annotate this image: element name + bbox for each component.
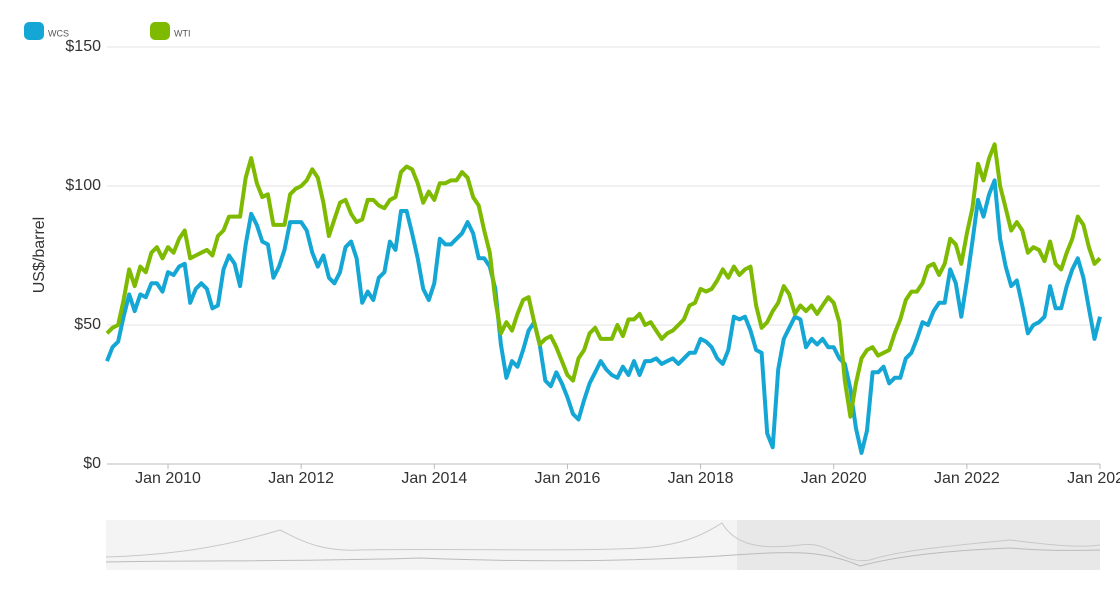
y-tick-label: $0 xyxy=(83,455,101,472)
legend-swatch xyxy=(150,22,170,40)
x-tick-label: Jan 2024 xyxy=(1067,470,1120,487)
y-tick-label: $50 xyxy=(74,316,101,333)
y-axis-label: US$/barrel xyxy=(31,217,48,293)
y-tick-label: $100 xyxy=(65,177,101,194)
legend-swatch xyxy=(24,22,44,40)
x-tick-label: Jan 2016 xyxy=(535,470,601,487)
x-tick-label: Jan 2010 xyxy=(135,470,201,487)
navigator-line xyxy=(105,547,1101,567)
x-tick-label: Jan 2014 xyxy=(401,470,467,487)
y-tick-label: $150 xyxy=(65,38,101,55)
legend-label: WCS xyxy=(48,28,69,38)
x-tick-label: Jan 2022 xyxy=(934,470,1000,487)
x-tick-label: Jan 2012 xyxy=(268,470,334,487)
legend-label: WTI xyxy=(174,28,191,38)
navigator-selection xyxy=(737,520,1100,570)
navigator-line xyxy=(105,522,1101,562)
series-line xyxy=(105,178,1102,455)
x-tick-label: Jan 2020 xyxy=(801,470,867,487)
series-line xyxy=(105,142,1102,419)
x-tick-label: Jan 2018 xyxy=(668,470,734,487)
